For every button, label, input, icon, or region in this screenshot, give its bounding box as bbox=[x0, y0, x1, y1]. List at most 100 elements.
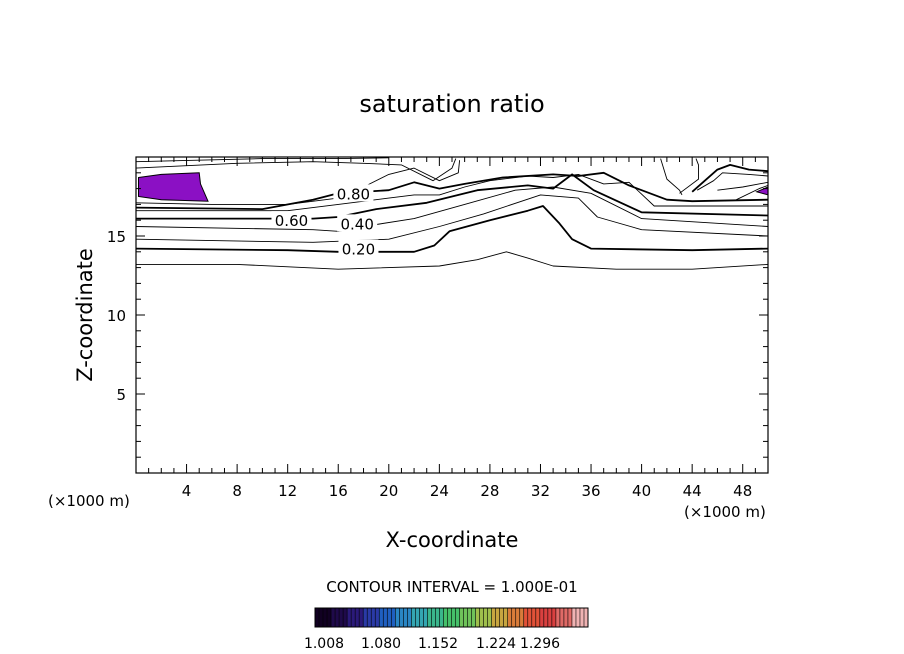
colorbar-swatch bbox=[339, 608, 344, 627]
colorbar-swatch bbox=[403, 608, 408, 627]
colorbar-swatch bbox=[431, 608, 436, 627]
colorbar-swatch bbox=[475, 608, 480, 627]
colorbar-swatch bbox=[571, 608, 577, 627]
colorbar-swatch bbox=[507, 608, 513, 627]
contour-label-bg-3 bbox=[337, 214, 378, 232]
colorbar-swatch bbox=[315, 608, 320, 627]
contour-interval-label: CONTOUR INTERVAL = 1.000E-01 bbox=[326, 578, 577, 596]
contour-line-14 bbox=[717, 181, 769, 191]
contour-label-bg-4 bbox=[338, 239, 379, 257]
colorbar bbox=[314, 607, 589, 628]
colorbar-tick-label: 1.296 bbox=[520, 636, 560, 652]
colorbar-swatch bbox=[423, 608, 428, 627]
contour-labels: 0.80 0.60 0.40 0.20 bbox=[271, 184, 379, 259]
colorbar-swatch bbox=[411, 608, 416, 627]
colorbar-swatch bbox=[519, 608, 525, 627]
colorbar-swatch bbox=[391, 608, 396, 627]
contour-label-bg-2 bbox=[271, 211, 312, 229]
colorbar-swatch bbox=[487, 608, 492, 627]
colorbar-swatch bbox=[355, 608, 360, 627]
colorbar-tick-label: 1.080 bbox=[361, 636, 401, 652]
colorbar-swatch bbox=[407, 608, 412, 627]
contour-label-3: 0.40 bbox=[340, 215, 373, 233]
colorbar-swatch bbox=[451, 608, 456, 627]
contour-label-2: 0.60 bbox=[275, 212, 308, 230]
x-axis-ticks: 4 8 12 16 20 24 28 32 36 40 44 48 bbox=[148, 157, 756, 500]
colorbar-swatch bbox=[523, 608, 529, 627]
contour-line-12 bbox=[691, 163, 769, 193]
contour-line-5 bbox=[136, 173, 769, 220]
colorbar-swatch bbox=[499, 608, 504, 627]
colorbar-swatch bbox=[483, 608, 488, 627]
colorbar-swatch bbox=[467, 608, 472, 627]
chart-title: saturation ratio bbox=[359, 90, 544, 118]
colorbar-swatch bbox=[539, 608, 545, 627]
contour-line-1 bbox=[136, 251, 769, 270]
colorbar-swatch bbox=[351, 608, 356, 627]
y-tick-label: 15 bbox=[107, 228, 126, 246]
colorbar-tick-label: 1.152 bbox=[418, 636, 458, 652]
x-tick-label: 32 bbox=[531, 482, 550, 500]
colorbar-tick-label: 1.008 bbox=[304, 636, 344, 652]
contour-line-7 bbox=[135, 171, 769, 211]
x-tick-label: 16 bbox=[329, 482, 348, 500]
colorbar-swatch bbox=[579, 608, 585, 627]
contour-label-1: 0.80 bbox=[337, 185, 370, 203]
colorbar-swatch bbox=[555, 608, 561, 627]
colorbar-swatch bbox=[363, 608, 368, 627]
contour-line-4 bbox=[135, 186, 769, 232]
x-tick-label: 4 bbox=[182, 482, 192, 500]
contour-line-13 bbox=[696, 172, 769, 191]
x-tick-label: 8 bbox=[232, 482, 242, 500]
colorbar-swatch bbox=[515, 608, 521, 627]
colorbar-swatch bbox=[479, 608, 484, 627]
colorbar-swatch bbox=[547, 608, 553, 627]
colorbar-swatch bbox=[567, 608, 573, 627]
colorbar-swatch bbox=[447, 608, 452, 627]
colorbar-swatch bbox=[495, 608, 500, 627]
colorbar-swatch bbox=[435, 608, 440, 627]
filled-region-1 bbox=[138, 172, 209, 202]
colorbar-swatch bbox=[399, 608, 404, 627]
colorbar-swatch bbox=[551, 608, 557, 627]
colorbar-swatch bbox=[503, 608, 508, 627]
colorbar-swatch bbox=[327, 608, 332, 627]
colorbar-swatch bbox=[439, 608, 444, 627]
colorbar-swatch bbox=[491, 608, 496, 627]
x-tick-label: 24 bbox=[430, 482, 449, 500]
x-unit-right: (×1000 m) bbox=[684, 503, 766, 521]
colorbar-swatch bbox=[343, 608, 348, 627]
colorbar-swatch bbox=[559, 608, 565, 627]
colorbar-frame bbox=[314, 607, 589, 628]
colorbar-swatch bbox=[319, 608, 324, 627]
x-tick-label: 40 bbox=[632, 482, 651, 500]
colorbar-swatch bbox=[395, 608, 400, 627]
colorbar-swatch bbox=[463, 608, 468, 627]
colorbar-swatch bbox=[527, 608, 533, 627]
colorbar-swatch bbox=[331, 608, 336, 627]
colorbar-swatch bbox=[375, 608, 380, 627]
colorbar-swatch bbox=[575, 608, 581, 627]
contour-line-9 bbox=[135, 158, 457, 182]
colorbar-swatch bbox=[455, 608, 460, 627]
x-tick-label: 20 bbox=[379, 482, 398, 500]
colorbar-tick-label: 1.224 bbox=[476, 636, 516, 652]
colorbar-swatch bbox=[383, 608, 388, 627]
contour-line-11 bbox=[679, 158, 699, 194]
colorbar-swatch bbox=[543, 608, 549, 627]
colorbar-tick-labels: 1.008 1.080 1.152 1.224 1.296 bbox=[304, 636, 560, 652]
contour-line-6 bbox=[136, 173, 768, 212]
x-unit-left: (×1000 m) bbox=[48, 492, 130, 510]
x-tick-label: 28 bbox=[480, 482, 499, 500]
colorbar-swatch bbox=[535, 608, 541, 627]
y-tick-label: 5 bbox=[116, 386, 126, 404]
x-tick-label: 44 bbox=[683, 482, 702, 500]
colorbar-swatch bbox=[379, 608, 384, 627]
colorbar-swatch bbox=[419, 608, 424, 627]
colorbar-swatch bbox=[511, 608, 517, 627]
colorbar-swatch bbox=[323, 608, 328, 627]
colorbar-swatch bbox=[371, 608, 376, 627]
y-axis-ticks: 5 10 15 bbox=[107, 172, 768, 458]
contour-label-bg-1 bbox=[333, 184, 374, 202]
